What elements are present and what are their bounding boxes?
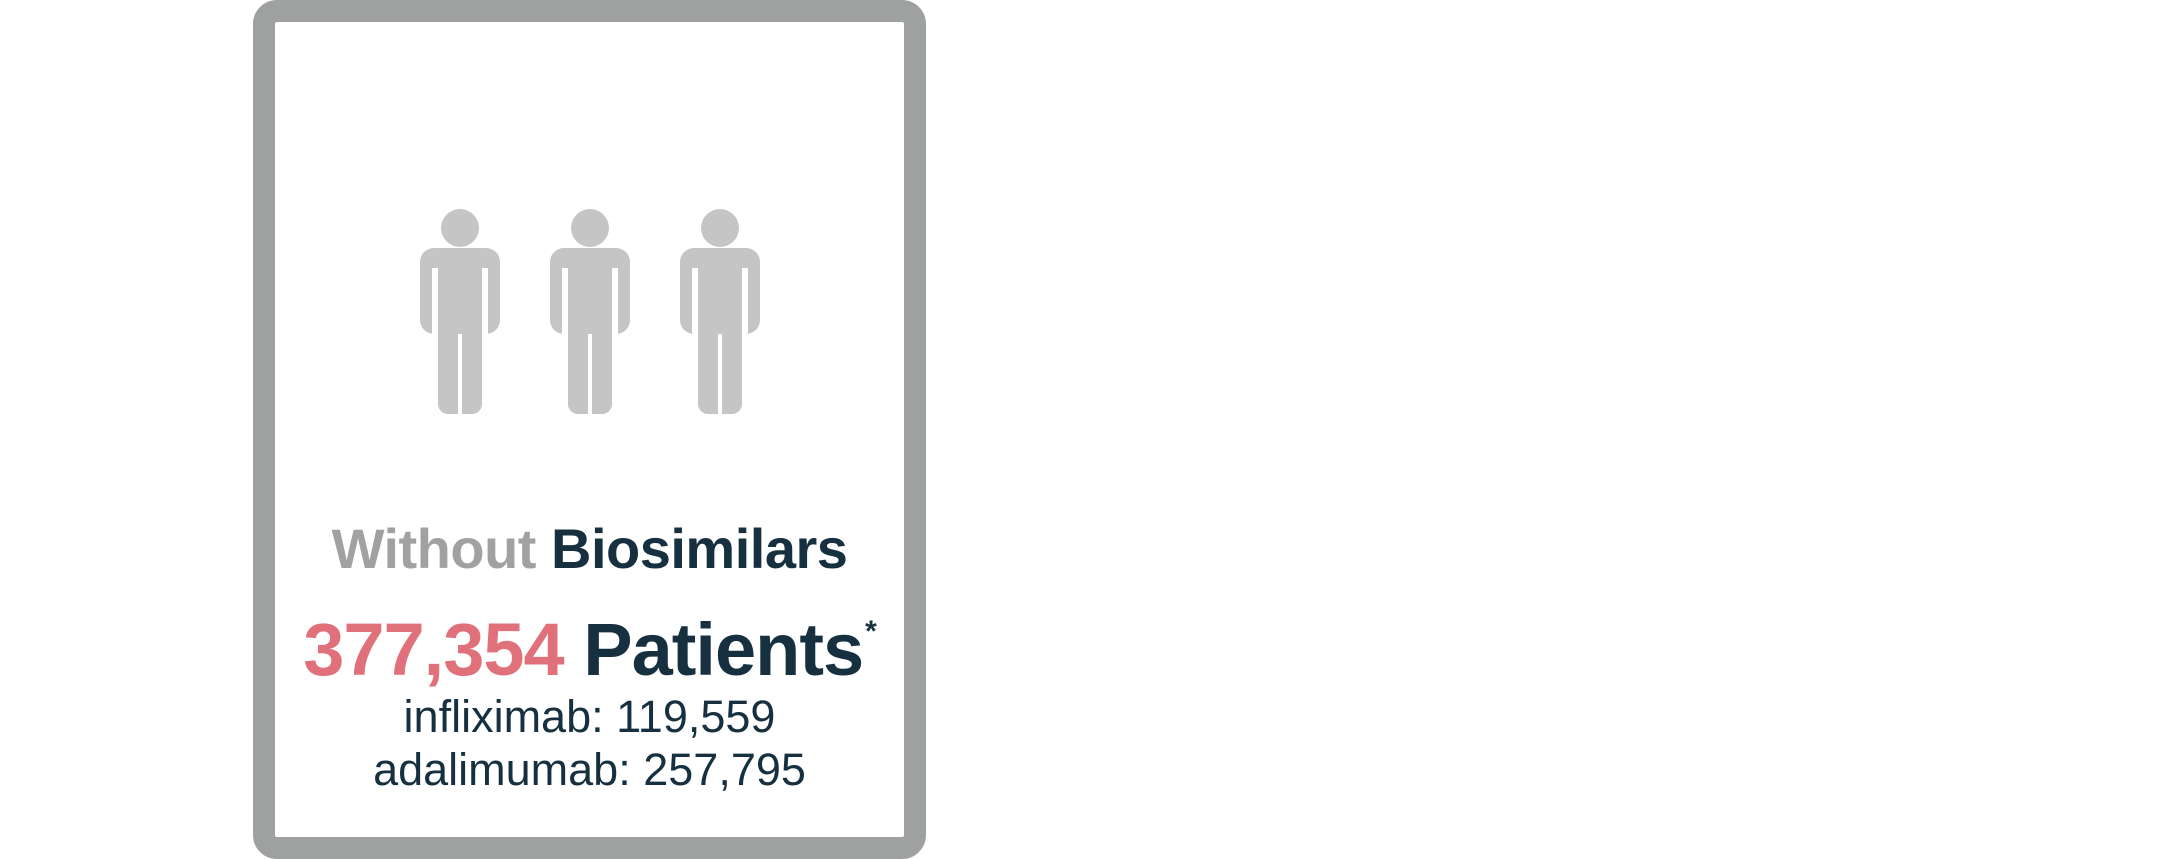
drug-value: 119,559 (616, 691, 776, 742)
person-icon (679, 209, 760, 414)
person-icon (549, 209, 630, 414)
heading-without: Without (331, 517, 537, 580)
person-icon (419, 209, 500, 414)
drug-breakdown: infliximab: 119,559 adalimumab: 257,795 (275, 690, 904, 796)
patient-count: 377,354 Patients* (275, 590, 904, 692)
patient-figures (275, 208, 904, 414)
without-biosimilars-card: Without Biosimilars 377,354 Patients* in… (253, 0, 926, 859)
drug-name: infliximab (403, 691, 592, 742)
patient-count-number: 377,354 (303, 608, 564, 691)
breakdown-row-infliximab: infliximab: 119,559 (403, 691, 776, 742)
card-heading: Without Biosimilars (275, 517, 904, 581)
breakdown-row-adalimumab: adalimumab: 257,795 (373, 744, 806, 795)
footnote-marker: * (865, 615, 877, 648)
drug-value: 257,795 (643, 744, 806, 795)
patient-count-label: Patients (583, 608, 864, 691)
drug-name: adalimumab (373, 744, 619, 795)
heading-biosimilars: Biosimilars (551, 517, 848, 580)
